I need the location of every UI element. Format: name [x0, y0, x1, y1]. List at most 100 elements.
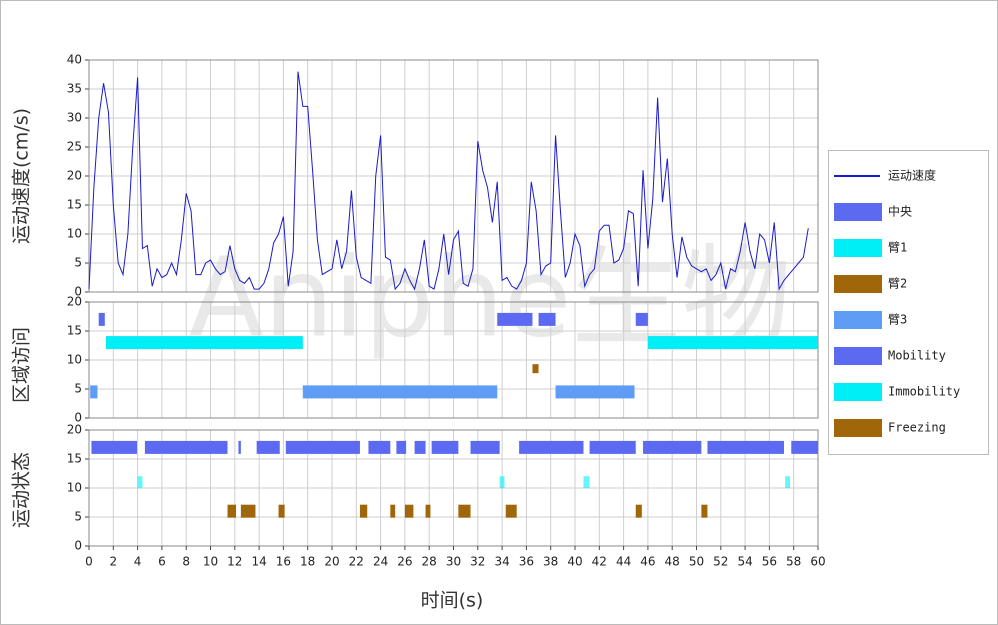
y-tick-label: 20	[67, 169, 82, 183]
x-tick-label: 46	[640, 555, 655, 569]
y-tick-label: 0	[74, 411, 82, 425]
y-tick-label: 10	[67, 481, 82, 495]
y-tick-label: 15	[67, 324, 82, 338]
interval-bar	[519, 440, 584, 454]
interval-bar	[701, 504, 708, 518]
x-tick-label: 12	[227, 555, 242, 569]
y-tick-label: 15	[67, 452, 82, 466]
x-tick-label: 36	[519, 555, 534, 569]
interval-bar	[256, 440, 280, 454]
x-axis-label: 时间(s)	[421, 590, 484, 612]
speed-line	[88, 71, 809, 291]
x-tick-label: 40	[567, 555, 582, 569]
interval-bar	[589, 440, 636, 454]
y-tick-label: 20	[67, 295, 82, 309]
interval-bar	[635, 312, 648, 326]
x-tick-label: 48	[665, 555, 680, 569]
x-tick-label: 54	[737, 555, 752, 569]
x-tick-label: 32	[470, 555, 485, 569]
interval-bar	[470, 440, 500, 454]
legend	[828, 150, 989, 455]
y-tick-label: 25	[67, 140, 82, 154]
y-tick-label: 10	[67, 227, 82, 241]
x-tick-label: 28	[422, 555, 437, 569]
y-tick-label: 5	[74, 256, 82, 270]
y-tick-label: 15	[67, 198, 82, 212]
interval-bar	[91, 440, 137, 454]
x-tick-label: 20	[324, 555, 339, 569]
y-axis-label: 区域访问	[11, 327, 33, 403]
interval-bar	[647, 336, 818, 350]
interval-bar	[635, 504, 642, 518]
legend-label: Immobility	[888, 385, 960, 399]
interval-bar	[390, 504, 396, 518]
y-tick-label: 5	[74, 510, 82, 524]
x-tick-label: 38	[543, 555, 558, 569]
x-tick-label: 18	[300, 555, 315, 569]
x-tick-label: 58	[786, 555, 801, 569]
interval-bar	[98, 312, 105, 326]
x-tick-label: 56	[762, 555, 777, 569]
interval-bar	[90, 385, 98, 399]
interval-bar	[497, 312, 533, 326]
y-tick-label: 35	[67, 82, 82, 96]
y-axis-label: 运动速度(cm/s)	[11, 108, 33, 244]
legend-swatch	[834, 275, 882, 293]
x-tick-label: 30	[446, 555, 461, 569]
x-tick-label: 16	[276, 555, 291, 569]
legend-label: 臂1	[888, 241, 907, 255]
legend-swatch	[834, 419, 882, 437]
legend-label: Mobility	[888, 349, 946, 363]
legend-swatch	[834, 239, 882, 257]
interval-bar	[458, 504, 471, 518]
interval-bar	[707, 440, 784, 454]
legend-label: Freezing	[888, 421, 946, 435]
x-tick-label: 8	[182, 555, 190, 569]
interval-bar	[238, 440, 241, 454]
y-tick-label: 5	[74, 382, 82, 396]
x-tick-label: 4	[134, 555, 142, 569]
interval-bar	[505, 504, 517, 518]
y-tick-label: 30	[67, 111, 82, 125]
interval-bar	[359, 504, 368, 518]
x-tick-label: 42	[592, 555, 607, 569]
interval-bar	[285, 440, 360, 454]
x-tick-label: 52	[713, 555, 728, 569]
y-axis-label: 运动状态	[11, 452, 33, 528]
y-tick-label: 40	[67, 53, 82, 67]
x-tick-label: 60	[810, 555, 825, 569]
interval-bar	[240, 504, 256, 518]
plot-frame	[88, 59, 819, 293]
interval-bar	[368, 440, 391, 454]
legend-swatch	[834, 383, 882, 401]
x-tick-label: 2	[109, 555, 117, 569]
interval-bar	[425, 504, 431, 518]
x-tick-label: 22	[349, 555, 364, 569]
x-tick-label: 24	[373, 555, 388, 569]
x-tick-label: 6	[158, 555, 166, 569]
interval-bar	[499, 476, 505, 489]
interval-bar	[227, 504, 237, 518]
interval-bar	[643, 440, 702, 454]
x-tick-label: 26	[397, 555, 412, 569]
x-tick-label: 50	[689, 555, 704, 569]
legend-label: 臂3	[888, 313, 907, 327]
interval-bar	[583, 476, 590, 489]
interval-bar	[144, 440, 228, 454]
x-tick-label: 14	[251, 555, 266, 569]
interval-bar	[791, 440, 818, 454]
interval-bar	[431, 440, 459, 454]
y-tick-label: 20	[67, 423, 82, 437]
legend-label: 中央	[888, 204, 912, 219]
legend-swatch	[834, 347, 882, 365]
legend-label: 臂2	[888, 277, 907, 291]
interval-bar	[404, 504, 414, 518]
interval-bar	[106, 336, 303, 350]
interval-bar	[414, 440, 426, 454]
x-tick-label: 44	[616, 555, 631, 569]
interval-bar	[532, 364, 539, 374]
interval-bar	[137, 476, 143, 489]
interval-bar	[396, 440, 407, 454]
x-tick-label: 10	[203, 555, 218, 569]
